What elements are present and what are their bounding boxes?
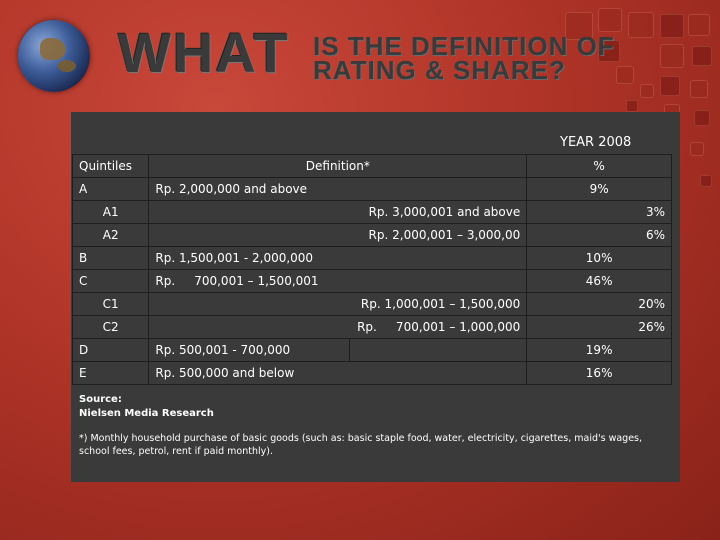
table-row: A2 Rp. 2,000,001 – 3,000,00 6% [71,223,672,247]
table-row: A Rp. 2,000,000 and above 9% [71,177,672,201]
decorative-square [616,66,634,84]
footnote: *) Monthly household purchase of basic g… [79,433,643,457]
decorative-square [700,175,712,187]
title-line-2: RATING & SHARE? [313,55,566,85]
definition-cell: Rp. 2,000,001 – 3,000,00 [148,223,528,247]
percent-cell: 10% [526,246,672,270]
percent-cell: 6% [526,223,672,247]
definition-cell: Rp. 700,001 – 1,500,001 [148,269,528,293]
quintile-cell: D [71,338,150,362]
table-row: E Rp. 500,000 and below 16% [71,361,672,385]
decorative-square [660,14,684,38]
decorative-square [628,12,654,38]
percent-cell: 16% [526,361,672,385]
source-name: Nielsen Media Research [79,408,214,419]
globe-icon [18,20,90,92]
definition-cell: Rp. 700,001 – 1,000,000 [148,315,528,339]
title-what: WHAT [118,21,290,84]
percent-cell: 19% [526,338,672,362]
quintile-cell: C [71,269,150,293]
table-row: C Rp. 700,001 – 1,500,001 46% [71,269,672,293]
decorative-square [660,44,684,68]
decorative-square [626,100,638,112]
table-header-row: Quintiles Definition* % [71,154,672,178]
definition-cell: Rp. 1,000,001 – 1,500,000 [148,292,528,316]
definition-cell: Rp. 3,000,001 and above [148,200,528,224]
quintiles-table: Quintiles Definition* % A Rp. 2,000,000 … [71,154,672,385]
title-subtitle: IS THE DEFINITION OF RATING & SHARE? [313,31,615,85]
empty-cell [349,338,528,362]
decorative-square [688,14,710,36]
quintile-cell: A1 [71,200,150,224]
percent-cell: 9% [526,177,672,201]
percent-cell: 26% [526,315,672,339]
definition-cell: Rp. 500,001 - 700,000 [148,338,351,362]
table-row: C2 Rp. 700,001 – 1,000,000 26% [71,315,672,339]
header-definition: Definition* [148,154,528,178]
percent-cell: 3% [526,200,672,224]
table-row: D Rp. 500,001 - 700,000 19% [71,338,672,362]
definition-cell: Rp. 1,500,001 - 2,000,000 [148,246,528,270]
quintile-cell: C2 [71,315,150,339]
table-row: C1 Rp. 1,000,001 – 1,500,000 20% [71,292,672,316]
decorative-square [565,12,593,40]
decorative-square [692,46,712,66]
quintile-cell: E [71,361,150,385]
quintile-cell: A [71,177,150,201]
source-label: Source: [79,394,122,405]
title-line-1: IS THE DEFINITION OF [313,31,615,61]
decorative-square [598,40,620,62]
quintile-cell: C1 [71,292,150,316]
source-note: Source: Nielsen Media Research [79,393,214,421]
table-row: A1 Rp. 3,000,001 and above 3% [71,200,672,224]
decorative-square [690,142,704,156]
definition-cell: Rp. 500,000 and below [148,361,528,385]
year-label: YEAR 2008 [560,135,632,150]
decorative-square [598,8,622,32]
table-row: B Rp. 1,500,001 - 2,000,000 10% [71,246,672,270]
decorative-square [660,76,680,96]
percent-cell: 20% [526,292,672,316]
definition-cell: Rp. 2,000,000 and above [148,177,528,201]
header-quintiles: Quintiles [71,154,150,178]
quintile-cell: B [71,246,150,270]
decorative-square [640,84,654,98]
quintile-cell: A2 [71,223,150,247]
percent-cell: 46% [526,269,672,293]
header-percent: % [526,154,672,178]
decorative-square [694,110,710,126]
decorative-square [690,80,708,98]
